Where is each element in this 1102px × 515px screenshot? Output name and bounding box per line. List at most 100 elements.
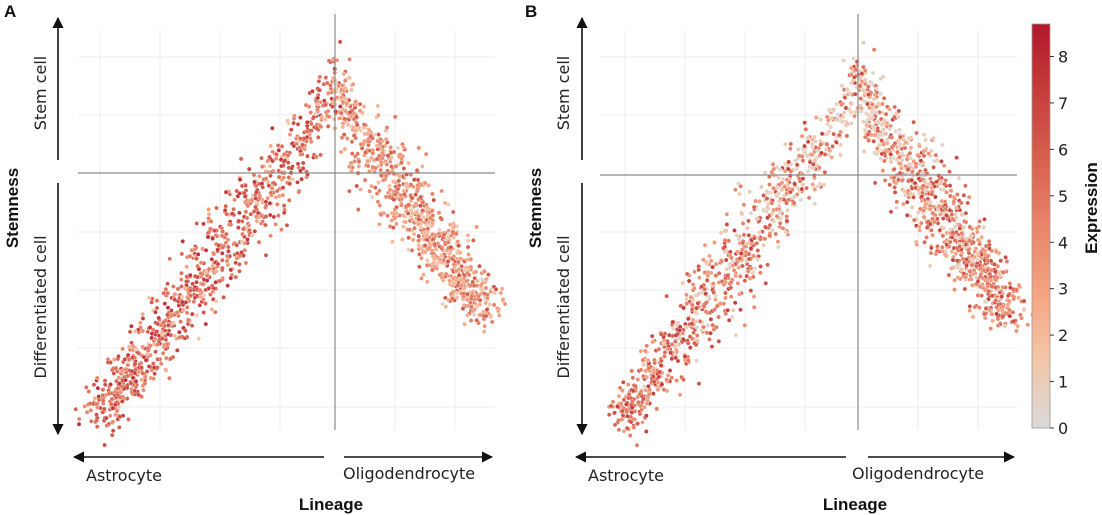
scatter-point [384, 125, 390, 130]
scatter-point [154, 342, 160, 347]
scatter-point [224, 211, 229, 217]
scatter-point [687, 334, 693, 339]
scatter-point [489, 319, 495, 325]
scatter-point [233, 260, 238, 266]
scatter-point [303, 102, 309, 108]
scatter-point [299, 176, 304, 182]
scatter-point [168, 356, 173, 362]
scatter-point [888, 159, 894, 165]
scatter-point [179, 270, 184, 276]
scatter-point [281, 175, 286, 180]
scatter-point [84, 385, 89, 390]
scatter-point [129, 340, 134, 346]
scatter-point [686, 358, 691, 363]
panel-letter: A [4, 2, 16, 21]
scatter-point [959, 231, 964, 236]
scatter-point [203, 287, 208, 293]
scatter-point [989, 311, 995, 317]
scatter-point [731, 308, 736, 313]
scatter-point [274, 152, 279, 157]
scatter-point [314, 154, 319, 160]
scatter-point [812, 201, 818, 207]
scatter-point [339, 110, 344, 116]
scatter-point [792, 181, 797, 187]
scatter-point [735, 281, 741, 286]
scatter-point [841, 110, 847, 115]
scatter-point [997, 290, 1002, 295]
scatter-point [949, 249, 955, 254]
scatter-point [257, 195, 262, 201]
scatter-point [704, 261, 710, 266]
scatter-point [212, 228, 217, 233]
scatter-point [498, 290, 504, 296]
scatter-point [716, 271, 722, 276]
scatter-point [920, 183, 926, 189]
scatter-point [245, 237, 250, 242]
scatter-point [361, 141, 367, 146]
scatter-point [671, 326, 676, 331]
scatter-point [254, 214, 259, 219]
scatter-point [977, 284, 983, 289]
scatter-point [971, 268, 977, 273]
scatter-point [416, 145, 422, 151]
scatter-point [985, 291, 991, 297]
scatter-point [887, 182, 892, 188]
scatter-point [940, 249, 946, 254]
scatter-point [776, 203, 782, 209]
scatter-point [120, 394, 126, 399]
scatter-point [140, 316, 146, 321]
scatter-point [630, 375, 636, 381]
scatter-point [1003, 255, 1008, 260]
scatter-point [892, 166, 897, 172]
scatter-point [773, 231, 778, 237]
scatter-point [880, 168, 886, 173]
scatter-point [957, 276, 963, 282]
scatter-point [911, 195, 916, 200]
scatter-point [471, 312, 477, 318]
scatter-point [94, 412, 99, 417]
scatter-point [874, 104, 879, 110]
scatter-point [305, 129, 310, 134]
scatter-point [722, 238, 728, 243]
scatter-point [879, 138, 884, 143]
scatter-point [253, 196, 258, 201]
scatter-point [853, 109, 859, 115]
scatter-point [458, 277, 464, 282]
scatter-point [362, 177, 368, 183]
scatter-point [733, 332, 739, 338]
scatter-point [784, 177, 790, 183]
scatter-point [737, 291, 742, 297]
scatter-point [110, 428, 116, 434]
scatter-point [144, 352, 150, 357]
scatter-point [275, 143, 281, 148]
scatter-point [901, 137, 906, 142]
scatter-point [979, 293, 984, 298]
scatter-point [302, 146, 307, 152]
scatter-point [929, 191, 934, 197]
scatter-point [872, 96, 877, 102]
scatter-point [855, 63, 860, 68]
scatter-point [931, 165, 936, 170]
scatter-point [291, 116, 297, 121]
scatter-point [365, 163, 371, 169]
scatter-point [754, 241, 760, 246]
scatter-point [751, 204, 757, 210]
scatter-point [858, 109, 864, 114]
scatter-point [951, 199, 956, 205]
scatter-point [465, 233, 471, 238]
scatter-point [361, 104, 367, 109]
scatter-point [800, 158, 806, 163]
scatter-point [709, 258, 714, 264]
scatter-point [988, 274, 994, 279]
scatter-point [783, 142, 788, 147]
scatter-point [738, 184, 743, 189]
scatter-point [636, 400, 641, 405]
scatter-point [770, 227, 775, 233]
scatter-point [196, 266, 202, 272]
scatter-point [691, 330, 696, 335]
scatter-point [662, 354, 667, 359]
scatter-point [482, 280, 488, 285]
scatter-point [800, 182, 806, 188]
scatter-point [935, 207, 941, 213]
scatter-point [916, 176, 922, 181]
